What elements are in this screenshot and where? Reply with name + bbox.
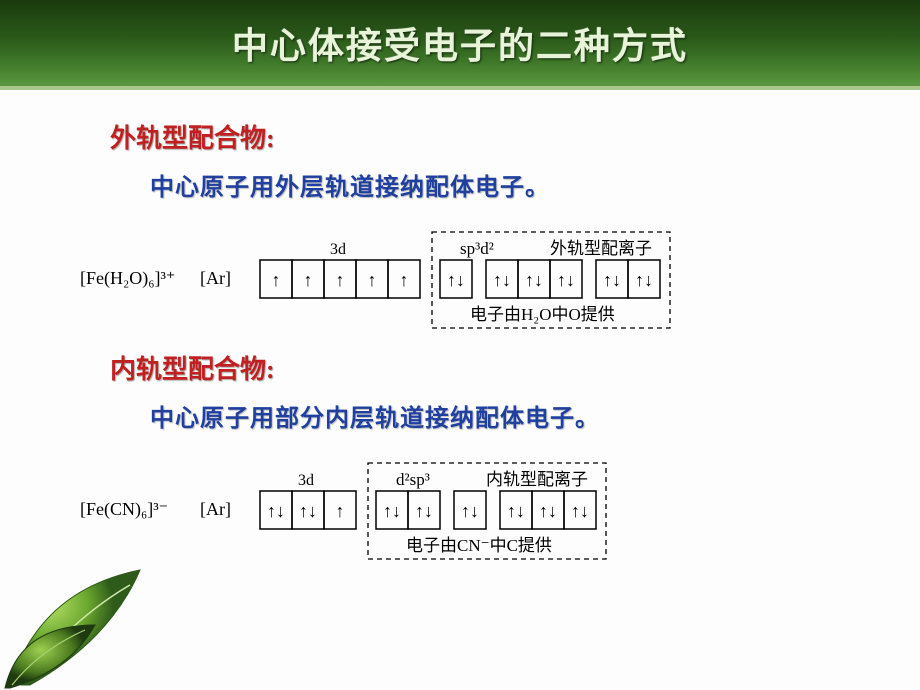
svg-text:[Ar]: [Ar] [200, 268, 231, 288]
svg-text:↑↓: ↑↓ [461, 501, 479, 521]
svg-text:↑↓: ↑↓ [267, 501, 285, 521]
slide-title: 中心体接受电子的二种方式 [232, 17, 688, 69]
svg-text:内轨型配离子: 内轨型配离子 [486, 470, 588, 489]
svg-text:↑↓: ↑↓ [447, 270, 465, 290]
svg-text:↑↓: ↑↓ [525, 270, 543, 290]
svg-text:↑↓: ↑↓ [603, 270, 621, 290]
svg-text:[Ar]: [Ar] [200, 499, 231, 519]
svg-text:↑↓: ↑↓ [493, 270, 511, 290]
slide-header: 中心体接受电子的二种方式 [0, 0, 920, 90]
svg-text:↑↓: ↑↓ [539, 501, 557, 521]
svg-text:外轨型配离子: 外轨型配离子 [550, 239, 652, 258]
svg-text:↑↓: ↑↓ [383, 501, 401, 521]
svg-text:↑↓: ↑↓ [635, 270, 653, 290]
svg-text:↑↓: ↑↓ [557, 270, 575, 290]
svg-text:3d: 3d [330, 241, 346, 258]
svg-text:sp³d²: sp³d² [460, 239, 494, 258]
outer-body: 中心原子用外层轨道接纳配体电子。 [150, 167, 850, 202]
svg-text:↑↓: ↑↓ [415, 501, 433, 521]
inner-heading: 内轨型配合物: [110, 349, 850, 386]
svg-text:3d: 3d [298, 472, 314, 489]
svg-text:↑: ↑ [304, 270, 313, 290]
svg-text:↑: ↑ [336, 501, 345, 521]
svg-text:↑↓: ↑↓ [299, 501, 317, 521]
svg-text:↑↓: ↑↓ [507, 501, 525, 521]
inner-body: 中心原子用部分内层轨道接纳配体电子。 [150, 398, 850, 433]
svg-text:↑: ↑ [272, 270, 281, 290]
svg-text:电子由H₂O中O提供: 电子由H₂O中O提供 [470, 305, 615, 324]
slide-content: 外轨型配合物: 中心原子用外层轨道接纳配体电子。 [Fe(H₂O)₆]³⁺ [Ar… [0, 90, 920, 566]
svg-text:d²sp³: d²sp³ [396, 470, 430, 489]
svg-text:↑↓: ↑↓ [571, 501, 589, 521]
svg-text:电子由CN⁻中C提供: 电子由CN⁻中C提供 [406, 536, 552, 555]
outer-heading: 外轨型配合物: [110, 118, 850, 155]
svg-text:[Fe(H₂O)₆]³⁺: [Fe(H₂O)₆]³⁺ [80, 268, 175, 289]
inner-diagram: [Fe(CN)₆]³⁻ [Ar] 3d ↑↓ ↑↓ ↑ d²sp³ 内轨型配离子 ↑↓ ↑↓ ↑↓ ↑… [70, 451, 850, 566]
svg-text:[Fe(CN)₆]³⁻: [Fe(CN)₆]³⁻ [80, 499, 168, 520]
svg-text:↑: ↑ [336, 270, 345, 290]
outer-diagram: [Fe(H₂O)₆]³⁺ [Ar] 3d ↑ ↑ ↑ ↑ ↑ sp³d² 外轨型配离子 ↑↓ ↑↓ ↑↓… [70, 220, 850, 335]
svg-text:↑: ↑ [368, 270, 377, 290]
svg-text:↑: ↑ [400, 270, 409, 290]
